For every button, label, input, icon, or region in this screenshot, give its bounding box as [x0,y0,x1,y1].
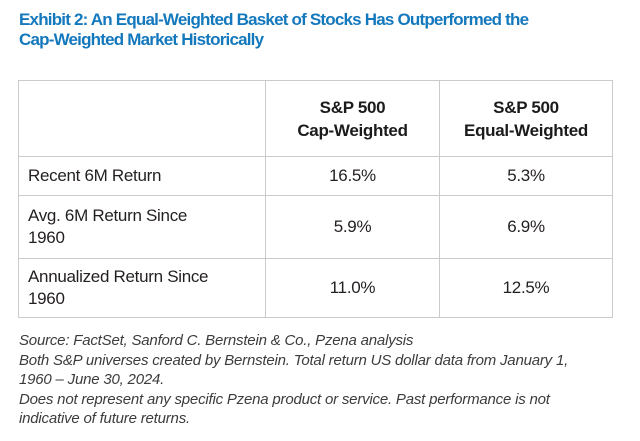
row-label-line: 1960 [28,289,65,308]
exhibit-title-line-2: Cap-Weighted Market Historically [19,30,264,49]
footnote-disclaimer-line: indicative of future returns. [19,410,190,427]
footnote-source-line: Source: FactSet, Sanford C. Bernstein & … [19,332,414,349]
footnotes: Source: FactSet, Sanford C. Bernstein & … [19,331,629,429]
returns-table: S&P 500 Cap-Weighted S&P 500 Equal-Weigh… [18,80,613,318]
row-label: Recent 6M Return [18,156,266,196]
table-row-recent-6m-return: Recent 6M Return 16.5% 5.3% [18,156,613,196]
cell-equal-weighted-value: 5.3% [439,156,613,196]
row-label: Annualized Return Since 1960 [18,258,266,318]
column-header-line: S&P 500 [319,97,386,117]
column-header-cap-weighted: S&P 500 Cap-Weighted [265,80,440,157]
footnote-line: Both S&P universes created by Bernstein.… [19,351,569,369]
row-label-line: Avg. 6M Return Since [28,206,188,225]
cell-equal-weighted-value: 6.9% [439,195,613,259]
row-label: Avg. 6M Return Since 1960 [18,195,266,259]
cell-cap-weighted-value: 16.5% [265,156,440,196]
row-label-line: 1960 [28,228,65,247]
corner-cell [18,80,266,157]
exhibit-title-line-1: Exhibit 2: An Equal-Weighted Basket of S… [19,10,529,29]
cell-cap-weighted-value: 5.9% [265,195,440,259]
column-header-line: Equal-Weighted [464,120,588,140]
table-row-annualized-return: Annualized Return Since 1960 11.0% 12.5% [18,258,613,318]
footnote-disclaimer-line: Does not represent any specific Pzena pr… [19,390,550,408]
exhibit-title: Exhibit 2: An Equal-Weighted Basket of S… [19,10,629,50]
table-row-avg-6m-return: Avg. 6M Return Since 1960 5.9% 6.9% [18,195,613,259]
row-label-line: Annualized Return Since [28,267,209,286]
cell-cap-weighted-value: 11.0% [265,258,440,318]
row-label-line: Recent 6M Return [28,166,162,185]
column-header-line: S&P 500 [493,97,559,117]
table-header-row: S&P 500 Cap-Weighted S&P 500 Equal-Weigh… [18,80,613,157]
cell-equal-weighted-value: 12.5% [439,258,613,318]
footnote-line: 1960 – June 30, 2024. [19,371,165,388]
column-header-line: Cap-Weighted [297,120,408,140]
column-header-equal-weighted: S&P 500 Equal-Weighted [439,80,613,157]
